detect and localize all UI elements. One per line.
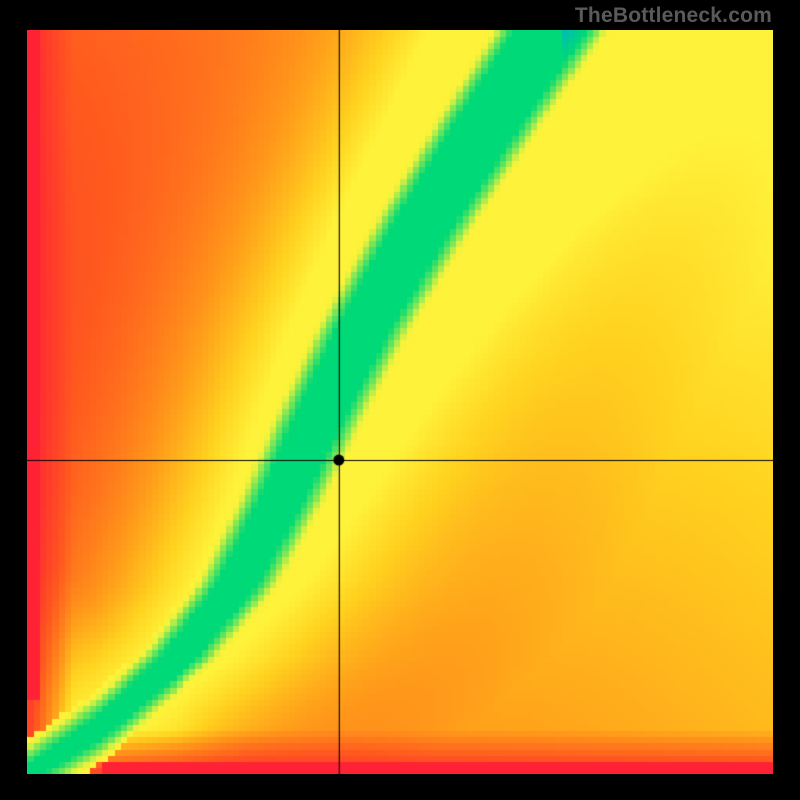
heatmap-canvas — [27, 30, 773, 774]
watermark-text: TheBottleneck.com — [575, 4, 772, 28]
chart-frame: { "watermark": { "text": "TheBottleneck.… — [0, 0, 800, 800]
heatmap-plot — [27, 30, 773, 774]
